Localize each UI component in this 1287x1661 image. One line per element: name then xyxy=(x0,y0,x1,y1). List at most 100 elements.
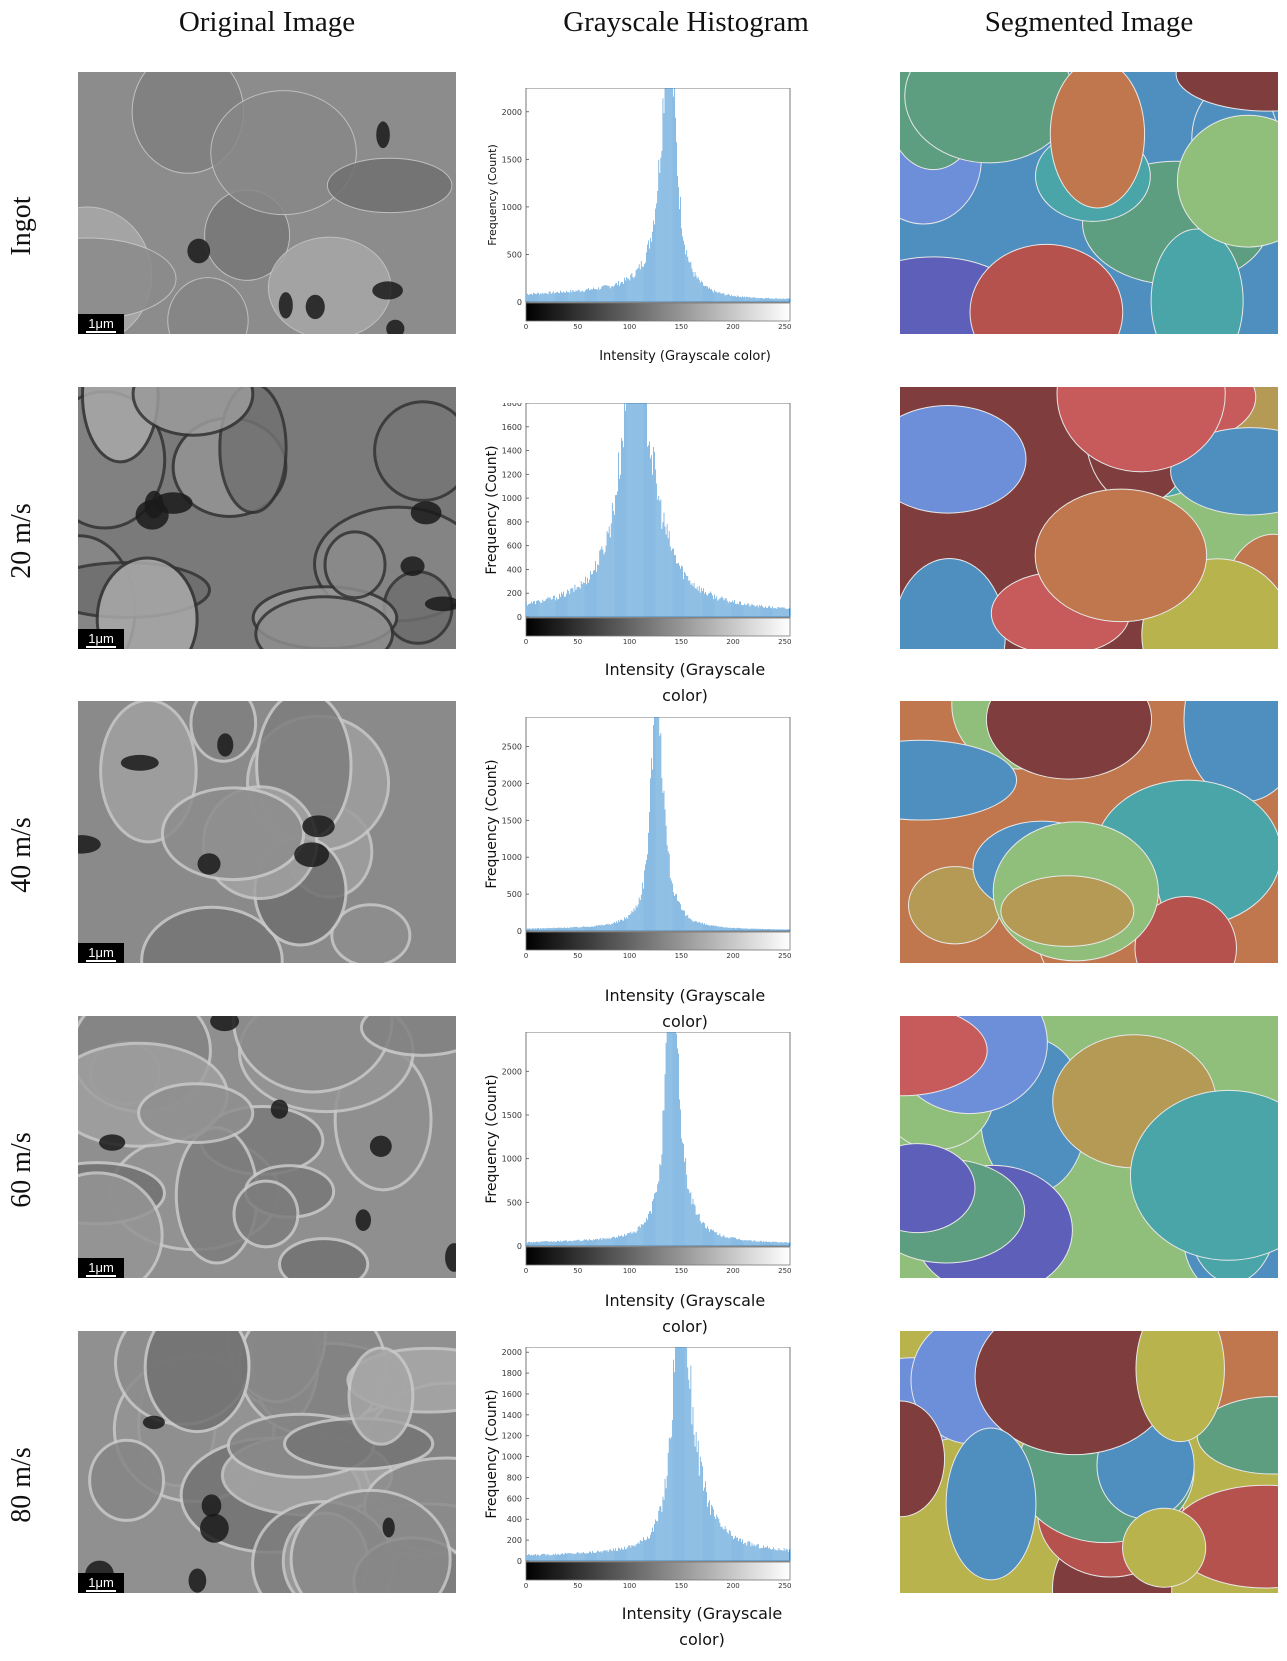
histogram-bar xyxy=(739,1538,740,1561)
histogram-bar xyxy=(668,531,670,617)
histogram-bar xyxy=(740,928,741,931)
histogram-bar xyxy=(706,594,707,617)
histogram-bar xyxy=(704,1223,705,1246)
histogram-bar xyxy=(776,608,778,617)
histogram-bar xyxy=(756,928,758,931)
histogram-bar xyxy=(712,1506,713,1561)
histogram-bar xyxy=(699,592,701,617)
histogram-bar xyxy=(698,280,700,302)
histogram-bar xyxy=(561,1241,562,1246)
histogram-bar xyxy=(666,524,668,617)
histogram-bar xyxy=(678,901,679,931)
histogram-bar xyxy=(531,1554,532,1561)
segmented-image-ingot xyxy=(900,72,1278,334)
histogram-bar xyxy=(578,1239,580,1246)
histogram-bar xyxy=(532,294,533,302)
histogram-bar xyxy=(729,927,731,931)
histogram-bar xyxy=(698,1213,700,1246)
histogram-bar xyxy=(620,919,621,931)
histogram-bar xyxy=(616,282,617,302)
histogram-bar xyxy=(700,280,702,302)
segment-region xyxy=(900,1143,976,1234)
x-tick-label: 200 xyxy=(726,638,739,646)
histogram-bar xyxy=(784,608,786,617)
histogram-bar xyxy=(568,590,570,617)
histogram-bar xyxy=(786,1549,788,1561)
original-image-ingot: 1μm xyxy=(78,72,456,334)
grain xyxy=(232,1179,300,1249)
histogram-bar xyxy=(629,1545,631,1561)
segment-region xyxy=(900,404,1027,514)
histogram-bar xyxy=(689,1193,691,1246)
histogram-bar xyxy=(674,1032,675,1246)
histogram-bar xyxy=(768,1548,769,1561)
histogram-bar xyxy=(648,1538,649,1561)
histogram-bar xyxy=(572,588,574,617)
histogram-bar xyxy=(778,929,780,931)
histogram-bar xyxy=(778,1242,780,1246)
y-tick-label: 2000 xyxy=(502,1348,522,1357)
histogram-bar xyxy=(563,591,564,617)
histogram-bar xyxy=(588,1553,589,1561)
histogram-bar xyxy=(650,237,651,302)
histogram-bar xyxy=(634,1546,636,1561)
histogram-bar xyxy=(691,268,693,302)
histogram-bar xyxy=(533,601,534,617)
histogram-bar xyxy=(609,1548,611,1561)
histogram-bar xyxy=(759,1240,761,1246)
histogram-bar xyxy=(766,1241,767,1246)
histogram-bar xyxy=(565,1552,566,1561)
histogram-bar xyxy=(636,1543,638,1561)
histogram-bar xyxy=(749,606,751,617)
histogram-bar xyxy=(653,725,654,931)
histogram-bar xyxy=(695,1214,697,1246)
y-tick-label: 2000 xyxy=(502,108,522,117)
histogram-bar xyxy=(528,294,529,302)
histogram-bar xyxy=(617,1550,618,1561)
histogram-bar xyxy=(608,1237,610,1246)
histogram-bar xyxy=(736,928,737,931)
histogram-bar xyxy=(562,594,563,617)
histogram-bar xyxy=(781,607,783,617)
histogram-bar xyxy=(652,1201,653,1246)
histogram-bar xyxy=(740,1538,741,1561)
histogram-bar xyxy=(735,1237,736,1246)
histogram-bar xyxy=(691,1424,693,1561)
histogram-bar xyxy=(587,926,588,931)
histogram-bar xyxy=(781,929,783,931)
pore xyxy=(369,1135,392,1157)
histogram-bar xyxy=(538,292,540,302)
histogram-bar xyxy=(546,293,548,302)
y-tick-label: 1400 xyxy=(502,1411,522,1420)
histogram-bar xyxy=(696,922,698,931)
histogram-bar xyxy=(752,297,754,302)
histogram-bar xyxy=(638,403,640,617)
histogram-bar xyxy=(599,289,601,302)
histogram-bar xyxy=(786,608,788,617)
histogram-bar xyxy=(627,1547,629,1561)
histogram-bar xyxy=(765,297,766,302)
grain xyxy=(78,1171,164,1278)
histogram-bar xyxy=(757,297,759,302)
histogram-bar xyxy=(578,587,580,617)
histogram-bar xyxy=(549,1554,551,1561)
histogram-bar xyxy=(755,1545,757,1561)
histogram-bar xyxy=(747,603,749,617)
histogram-bar xyxy=(694,1205,696,1246)
histogram-bar xyxy=(609,288,611,302)
histogram-bar xyxy=(700,587,702,617)
histogram-bar xyxy=(604,1238,606,1246)
histogram-bar xyxy=(608,1550,610,1561)
histogram-bar xyxy=(544,292,546,302)
histogram-bar xyxy=(763,1545,764,1561)
histogram-bar xyxy=(530,928,531,931)
y-tick-label: 400 xyxy=(507,565,522,574)
histogram-bar xyxy=(742,1240,743,1246)
y-tick-label: 1200 xyxy=(502,1432,522,1441)
x-tick-label: 150 xyxy=(675,952,688,960)
histogram-bar xyxy=(707,286,708,302)
histogram-bar xyxy=(544,1553,546,1561)
histogram-bar xyxy=(694,587,696,617)
histogram-bar xyxy=(580,927,582,931)
histogram-bar xyxy=(752,1241,754,1246)
